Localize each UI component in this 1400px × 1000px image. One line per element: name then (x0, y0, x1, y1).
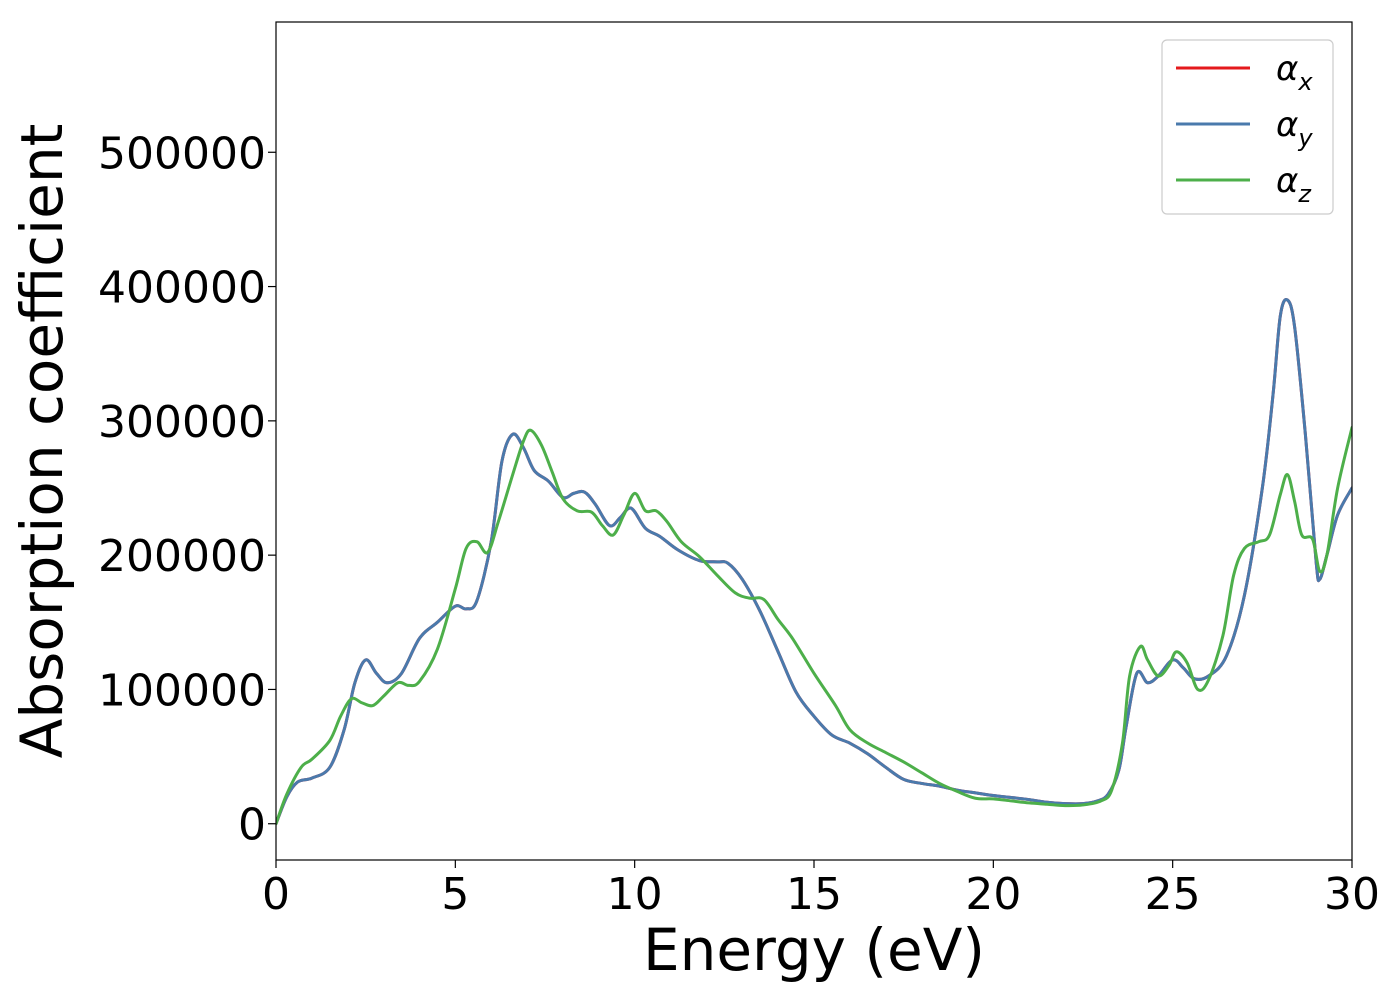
y-axis-title: Absorption coefficient (8, 124, 76, 759)
x-tick-label: 30 (1324, 869, 1380, 920)
y-tick-label: 500000 (98, 128, 266, 179)
x-axis-title: Energy (eV) (643, 916, 985, 984)
y-tick-label: 200000 (98, 531, 266, 582)
x-tick-label: 25 (1145, 869, 1201, 920)
series-line-alpha-z (276, 426, 1352, 826)
x-tick-label: 10 (607, 869, 663, 920)
legend-label-alpha-x: αx (1276, 49, 1313, 96)
legend-label-alpha-z: αz (1276, 161, 1312, 208)
y-axis-ticks: 0 100000 200000 300000 400000 500000 (98, 128, 276, 851)
x-tick-label: 5 (441, 869, 469, 920)
y-tick-label: 100000 (98, 665, 266, 716)
y-tick-label: 400000 (98, 263, 266, 314)
legend-box (1161, 39, 1334, 215)
x-axis-ticks: 0 5 10 15 20 25 30 (262, 860, 1380, 920)
y-tick-label: 300000 (98, 397, 266, 448)
legend-label-alpha-y: αy (1276, 105, 1313, 152)
x-tick-label: 0 (262, 869, 290, 920)
series-layer (276, 298, 1352, 826)
series-line-alpha-y (276, 298, 1352, 826)
y-tick-label: 0 (238, 800, 266, 851)
legend: αx αy αz (1161, 39, 1334, 215)
x-tick-label: 15 (786, 869, 842, 920)
x-tick-label: 20 (965, 869, 1021, 920)
